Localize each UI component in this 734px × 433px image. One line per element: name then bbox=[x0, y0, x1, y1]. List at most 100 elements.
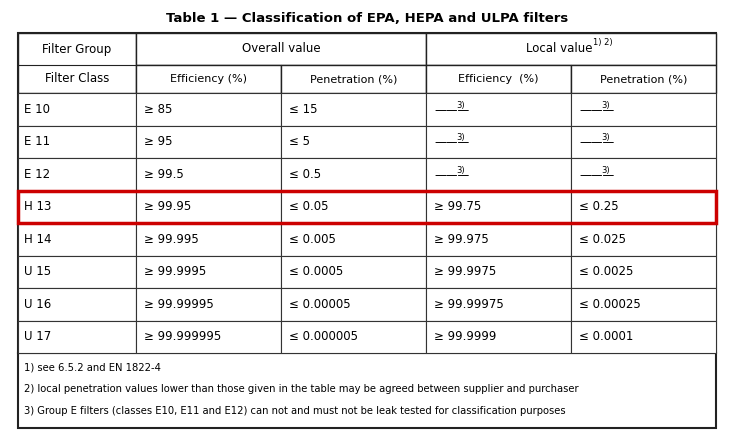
Bar bbox=[136, 255, 281, 288]
Bar bbox=[136, 93, 281, 126]
Bar bbox=[281, 65, 426, 93]
Bar bbox=[18, 126, 136, 158]
Bar bbox=[281, 223, 426, 255]
Text: ≥ 95: ≥ 95 bbox=[144, 135, 172, 148]
Bar bbox=[426, 65, 571, 93]
Text: ≤ 0.00025: ≤ 0.00025 bbox=[579, 298, 641, 311]
Bar bbox=[281, 191, 426, 223]
Bar bbox=[571, 65, 716, 93]
Bar bbox=[18, 353, 716, 428]
Text: ———: ——— bbox=[579, 169, 614, 182]
Text: ≥ 99.9995: ≥ 99.9995 bbox=[144, 265, 206, 278]
Text: U 15: U 15 bbox=[24, 265, 51, 278]
Text: 3): 3) bbox=[456, 101, 465, 110]
Bar bbox=[18, 255, 136, 288]
Text: ≥ 99.999995: ≥ 99.999995 bbox=[144, 330, 221, 343]
Text: ≥ 85: ≥ 85 bbox=[144, 103, 172, 116]
Text: Table 1 — Classification of EPA, HEPA and ULPA filters: Table 1 — Classification of EPA, HEPA an… bbox=[166, 12, 568, 25]
Bar bbox=[18, 191, 136, 223]
Bar bbox=[426, 223, 571, 255]
Bar bbox=[426, 255, 571, 288]
Text: Efficiency (%): Efficiency (%) bbox=[170, 74, 247, 84]
Text: ———: ——— bbox=[579, 104, 614, 117]
Bar bbox=[426, 126, 571, 158]
Text: ≤ 15: ≤ 15 bbox=[289, 103, 318, 116]
Bar bbox=[136, 33, 426, 65]
Bar bbox=[281, 288, 426, 320]
Text: ≥ 99.5: ≥ 99.5 bbox=[144, 168, 184, 181]
Text: ≤ 0.000005: ≤ 0.000005 bbox=[289, 330, 358, 343]
Text: ≥ 99.75: ≥ 99.75 bbox=[434, 200, 482, 213]
Text: ≥ 99.9975: ≥ 99.9975 bbox=[434, 265, 496, 278]
Bar bbox=[136, 320, 281, 353]
Bar bbox=[571, 223, 716, 255]
Bar bbox=[281, 93, 426, 126]
Text: ———: ——— bbox=[434, 136, 469, 149]
Text: Filter Group: Filter Group bbox=[43, 42, 112, 55]
Text: E 12: E 12 bbox=[24, 168, 50, 181]
Bar bbox=[18, 33, 136, 93]
Text: ≤ 0.0025: ≤ 0.0025 bbox=[579, 265, 633, 278]
Bar bbox=[281, 255, 426, 288]
Bar bbox=[18, 223, 136, 255]
Text: U 17: U 17 bbox=[24, 330, 51, 343]
Text: 1) 2): 1) 2) bbox=[593, 39, 613, 48]
Text: ≤ 0.25: ≤ 0.25 bbox=[579, 200, 619, 213]
Text: Overall value: Overall value bbox=[241, 42, 320, 55]
Bar bbox=[18, 93, 136, 126]
Text: 3): 3) bbox=[456, 166, 465, 175]
Bar bbox=[571, 320, 716, 353]
Text: ≥ 99.95: ≥ 99.95 bbox=[144, 200, 192, 213]
Bar bbox=[18, 33, 716, 353]
Bar bbox=[426, 320, 571, 353]
Text: 2) local penetration values lower than those given in the table may be agreed be: 2) local penetration values lower than t… bbox=[24, 385, 578, 394]
Bar bbox=[136, 126, 281, 158]
Text: 3): 3) bbox=[601, 133, 610, 142]
Bar bbox=[571, 288, 716, 320]
Text: ≤ 0.05: ≤ 0.05 bbox=[289, 200, 329, 213]
Bar bbox=[426, 191, 571, 223]
Bar bbox=[18, 320, 136, 353]
Bar bbox=[18, 288, 136, 320]
Bar bbox=[281, 320, 426, 353]
Text: Penetration (%): Penetration (%) bbox=[310, 74, 397, 84]
Bar bbox=[136, 65, 281, 93]
Text: ———: ——— bbox=[434, 104, 469, 117]
Bar bbox=[136, 288, 281, 320]
Text: ≥ 99.99975: ≥ 99.99975 bbox=[434, 298, 504, 311]
Text: 3): 3) bbox=[601, 166, 610, 175]
Text: E 10: E 10 bbox=[24, 103, 50, 116]
Text: ≤ 0.005: ≤ 0.005 bbox=[289, 233, 336, 246]
Bar bbox=[18, 158, 136, 191]
Text: ≤ 0.0005: ≤ 0.0005 bbox=[289, 265, 344, 278]
Text: ≤ 0.025: ≤ 0.025 bbox=[579, 233, 626, 246]
Text: ≥ 99.99995: ≥ 99.99995 bbox=[144, 298, 214, 311]
Text: Filter Class: Filter Class bbox=[45, 72, 109, 85]
Bar bbox=[571, 255, 716, 288]
Bar bbox=[571, 191, 716, 223]
Text: 1) see 6.5.2 and EN 1822-4: 1) see 6.5.2 and EN 1822-4 bbox=[24, 363, 161, 373]
Bar bbox=[136, 158, 281, 191]
Text: ———: ——— bbox=[579, 136, 614, 149]
Text: ≤ 0.00005: ≤ 0.00005 bbox=[289, 298, 351, 311]
Bar bbox=[136, 191, 281, 223]
Text: H 14: H 14 bbox=[24, 233, 51, 246]
Text: H 13: H 13 bbox=[24, 200, 51, 213]
Bar bbox=[571, 93, 716, 126]
Bar bbox=[571, 126, 716, 158]
Bar bbox=[136, 223, 281, 255]
Text: 3): 3) bbox=[456, 133, 465, 142]
Text: 3) Group E filters (classes E10, E11 and E12) can not and must not be leak teste: 3) Group E filters (classes E10, E11 and… bbox=[24, 406, 566, 416]
Text: E 11: E 11 bbox=[24, 135, 50, 148]
Text: ≥ 99.9999: ≥ 99.9999 bbox=[434, 330, 496, 343]
Text: ≤ 5: ≤ 5 bbox=[289, 135, 310, 148]
Text: ≤ 0.0001: ≤ 0.0001 bbox=[579, 330, 633, 343]
Bar bbox=[426, 33, 716, 65]
Bar bbox=[571, 158, 716, 191]
Text: U 16: U 16 bbox=[24, 298, 51, 311]
Text: ≥ 99.975: ≥ 99.975 bbox=[434, 233, 489, 246]
Text: Efficiency  (%): Efficiency (%) bbox=[458, 74, 539, 84]
Text: Penetration (%): Penetration (%) bbox=[600, 74, 687, 84]
Text: 3): 3) bbox=[601, 101, 610, 110]
Bar bbox=[426, 288, 571, 320]
